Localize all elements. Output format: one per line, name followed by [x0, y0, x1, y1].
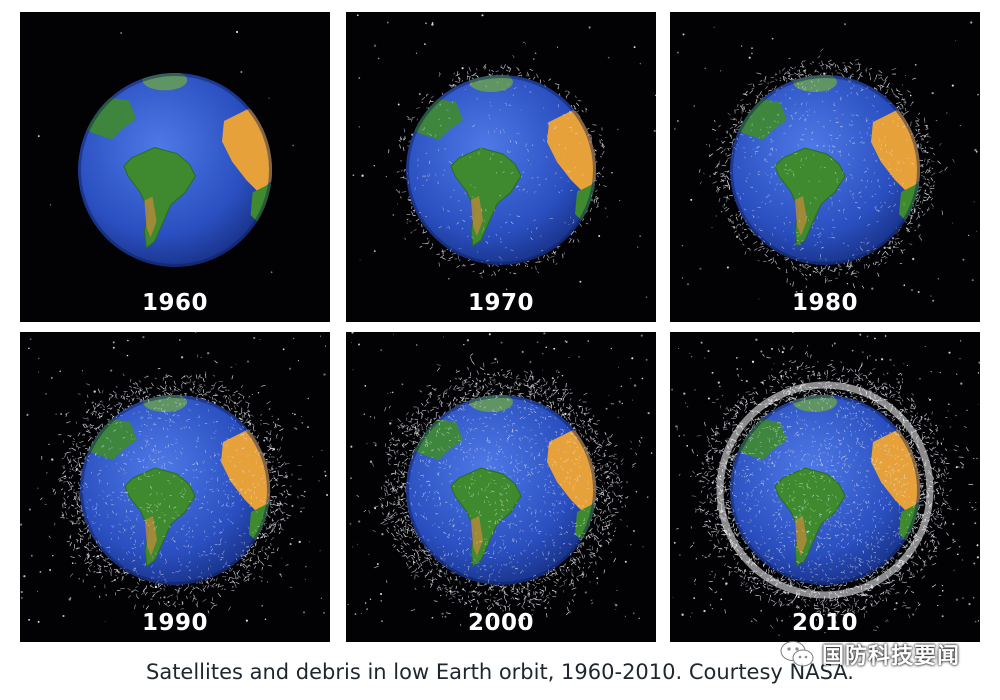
year-label: 1970	[467, 290, 534, 316]
earth-globe-image	[37, 30, 295, 273]
earth-globe-image	[347, 332, 653, 628]
debris-overlay	[406, 395, 596, 584]
earth-panel-1960: 1960	[20, 12, 330, 322]
earth-panel-2010: 2010	[670, 332, 980, 642]
earth-panel-1980: 1980	[670, 12, 980, 322]
earth-panel-1970: 1970	[346, 12, 656, 322]
year-label: 1960	[141, 290, 208, 316]
earth-globe-image	[352, 14, 656, 298]
debris-ring	[676, 344, 977, 636]
watermark: 国防科技要闻	[780, 636, 960, 672]
debris-overlay	[730, 78, 920, 264]
debris-overlay	[80, 395, 269, 583]
year-label: 1980	[791, 290, 858, 316]
earth-globe-image	[671, 332, 980, 636]
watermark-text: 国防科技要闻	[822, 644, 961, 669]
wechat-icon	[780, 641, 814, 667]
debris-overlay	[730, 395, 920, 585]
year-label: 2000	[467, 610, 534, 636]
earth-panel-2000: 2000	[346, 332, 656, 642]
earth-panel-1990: 1990	[20, 332, 330, 642]
earth-globe-image	[674, 21, 979, 302]
year-label: 2010	[791, 610, 858, 636]
year-label: 1990	[141, 610, 208, 636]
space-background	[20, 332, 329, 623]
earth-globe-image	[20, 332, 329, 623]
debris-overlay	[406, 80, 596, 265]
figure-caption: Satellites and debris in low Earth orbit…	[146, 660, 854, 684]
